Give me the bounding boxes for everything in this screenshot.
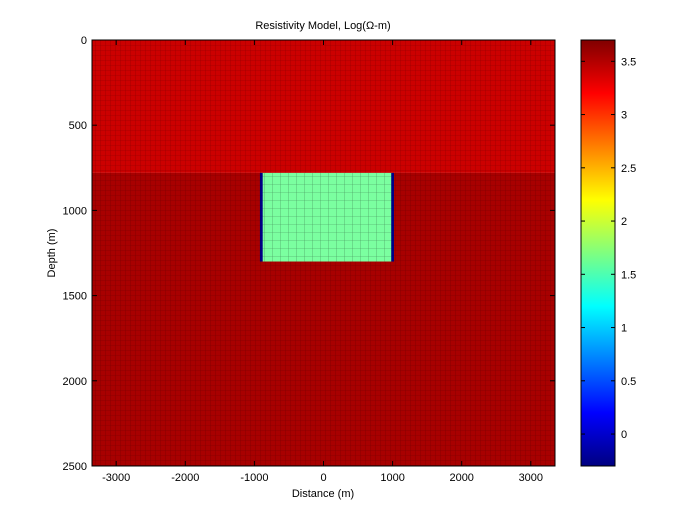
plot-area	[92, 40, 555, 466]
y-tick-label: 1000	[63, 205, 87, 217]
colorbar-tick-label: 0.5	[621, 376, 636, 388]
x-tick-label: 2000	[449, 472, 473, 484]
colorbar-tick-label: 3	[621, 110, 627, 122]
colorbar	[580, 39, 616, 467]
y-axis: 0 500 1000 1500 2000 2500	[63, 35, 555, 473]
y-tick-label: 500	[69, 120, 87, 132]
x-tick-label: 1000	[380, 472, 404, 484]
y-tick-label: 2500	[63, 461, 87, 473]
x-tick-label: 3000	[519, 472, 543, 484]
x-tick-label: 0	[320, 472, 326, 484]
y-tick-label: 0	[81, 35, 87, 47]
mesh-overlay	[92, 40, 555, 173]
colorbar-tick-label: 1.5	[621, 269, 636, 281]
x-axis: -3000 -2000 -1000 0 1000 2000 3000	[102, 40, 543, 484]
colorbar-tick-label: 2.5	[621, 163, 636, 175]
mesh-overlay	[259, 172, 263, 262]
x-tick-label: -1000	[240, 472, 268, 484]
y-tick-label: 2000	[63, 376, 87, 388]
mesh-overlay	[261, 172, 393, 262]
mesh-overlay	[391, 172, 394, 262]
colorbar-tick-label: 2	[621, 216, 627, 228]
colorbar-tick-label: 0	[621, 429, 627, 441]
chart-title: Resistivity Model, Log(Ω-m)	[255, 20, 390, 32]
x-axis-label: Distance (m)	[292, 488, 354, 500]
y-axis-label: Depth (m)	[46, 229, 58, 278]
colorbar-tick-label: 1	[621, 323, 627, 335]
x-tick-label: -3000	[102, 472, 130, 484]
y-tick-label: 1500	[63, 291, 87, 303]
colorbar-tick-label: 3.5	[621, 56, 636, 68]
colorbar-axis: 0 0.5 1 1.5 2 2.5 3 3.5	[581, 56, 636, 441]
x-tick-label: -2000	[171, 472, 199, 484]
